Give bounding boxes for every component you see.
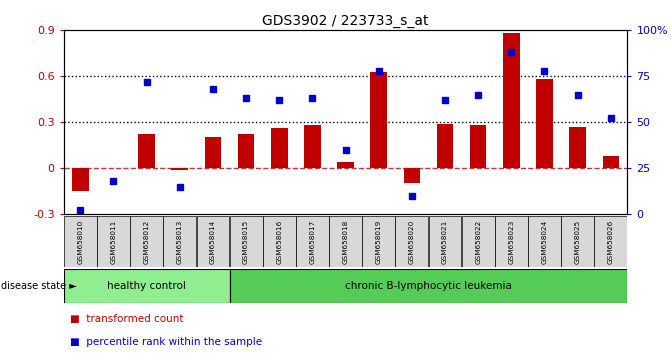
- Text: GSM658015: GSM658015: [243, 219, 249, 264]
- Bar: [163, 216, 196, 267]
- Bar: [64, 269, 229, 303]
- Bar: [503, 33, 519, 168]
- Title: GDS3902 / 223733_s_at: GDS3902 / 223733_s_at: [262, 14, 429, 28]
- Text: GSM658020: GSM658020: [409, 219, 415, 264]
- Bar: [229, 216, 262, 267]
- Text: disease state ►: disease state ►: [1, 281, 77, 291]
- Text: GSM658013: GSM658013: [176, 219, 183, 264]
- Bar: [536, 79, 553, 168]
- Bar: [495, 216, 528, 267]
- Text: ■  transformed count: ■ transformed count: [70, 314, 184, 324]
- Bar: [296, 216, 329, 267]
- Bar: [561, 216, 594, 267]
- Text: GSM658010: GSM658010: [77, 219, 83, 264]
- Bar: [395, 216, 428, 267]
- Text: GSM658025: GSM658025: [574, 219, 580, 264]
- Bar: [338, 162, 354, 168]
- Bar: [130, 216, 163, 267]
- Text: GSM658016: GSM658016: [276, 219, 282, 264]
- Bar: [470, 125, 486, 168]
- Bar: [403, 168, 420, 183]
- Bar: [271, 128, 288, 168]
- Text: healthy control: healthy control: [107, 281, 186, 291]
- Text: GSM658021: GSM658021: [442, 219, 448, 264]
- Bar: [370, 72, 387, 168]
- Bar: [304, 125, 321, 168]
- Bar: [528, 216, 561, 267]
- Text: GSM658026: GSM658026: [608, 219, 614, 264]
- Bar: [172, 168, 188, 170]
- Bar: [138, 135, 155, 168]
- Bar: [329, 216, 362, 267]
- Text: GSM658012: GSM658012: [144, 219, 150, 264]
- Text: GSM658017: GSM658017: [309, 219, 315, 264]
- Bar: [197, 216, 229, 267]
- Text: GSM658024: GSM658024: [541, 219, 548, 264]
- Bar: [238, 135, 254, 168]
- Text: chronic B-lymphocytic leukemia: chronic B-lymphocytic leukemia: [345, 281, 512, 291]
- Bar: [362, 216, 395, 267]
- Bar: [462, 216, 495, 267]
- Bar: [205, 137, 221, 168]
- Text: GSM658019: GSM658019: [376, 219, 382, 264]
- Text: GSM658018: GSM658018: [343, 219, 348, 264]
- Bar: [570, 127, 586, 168]
- Bar: [429, 216, 462, 267]
- Bar: [603, 156, 619, 168]
- Bar: [97, 216, 130, 267]
- Text: GSM658014: GSM658014: [210, 219, 216, 264]
- Bar: [437, 124, 454, 168]
- Text: GSM658022: GSM658022: [475, 219, 481, 264]
- Bar: [595, 216, 627, 267]
- Text: ■  percentile rank within the sample: ■ percentile rank within the sample: [70, 337, 262, 347]
- Bar: [229, 269, 627, 303]
- Bar: [64, 216, 97, 267]
- Text: GSM658011: GSM658011: [111, 219, 117, 264]
- Text: GSM658023: GSM658023: [509, 219, 515, 264]
- Bar: [72, 168, 89, 191]
- Bar: [263, 216, 296, 267]
